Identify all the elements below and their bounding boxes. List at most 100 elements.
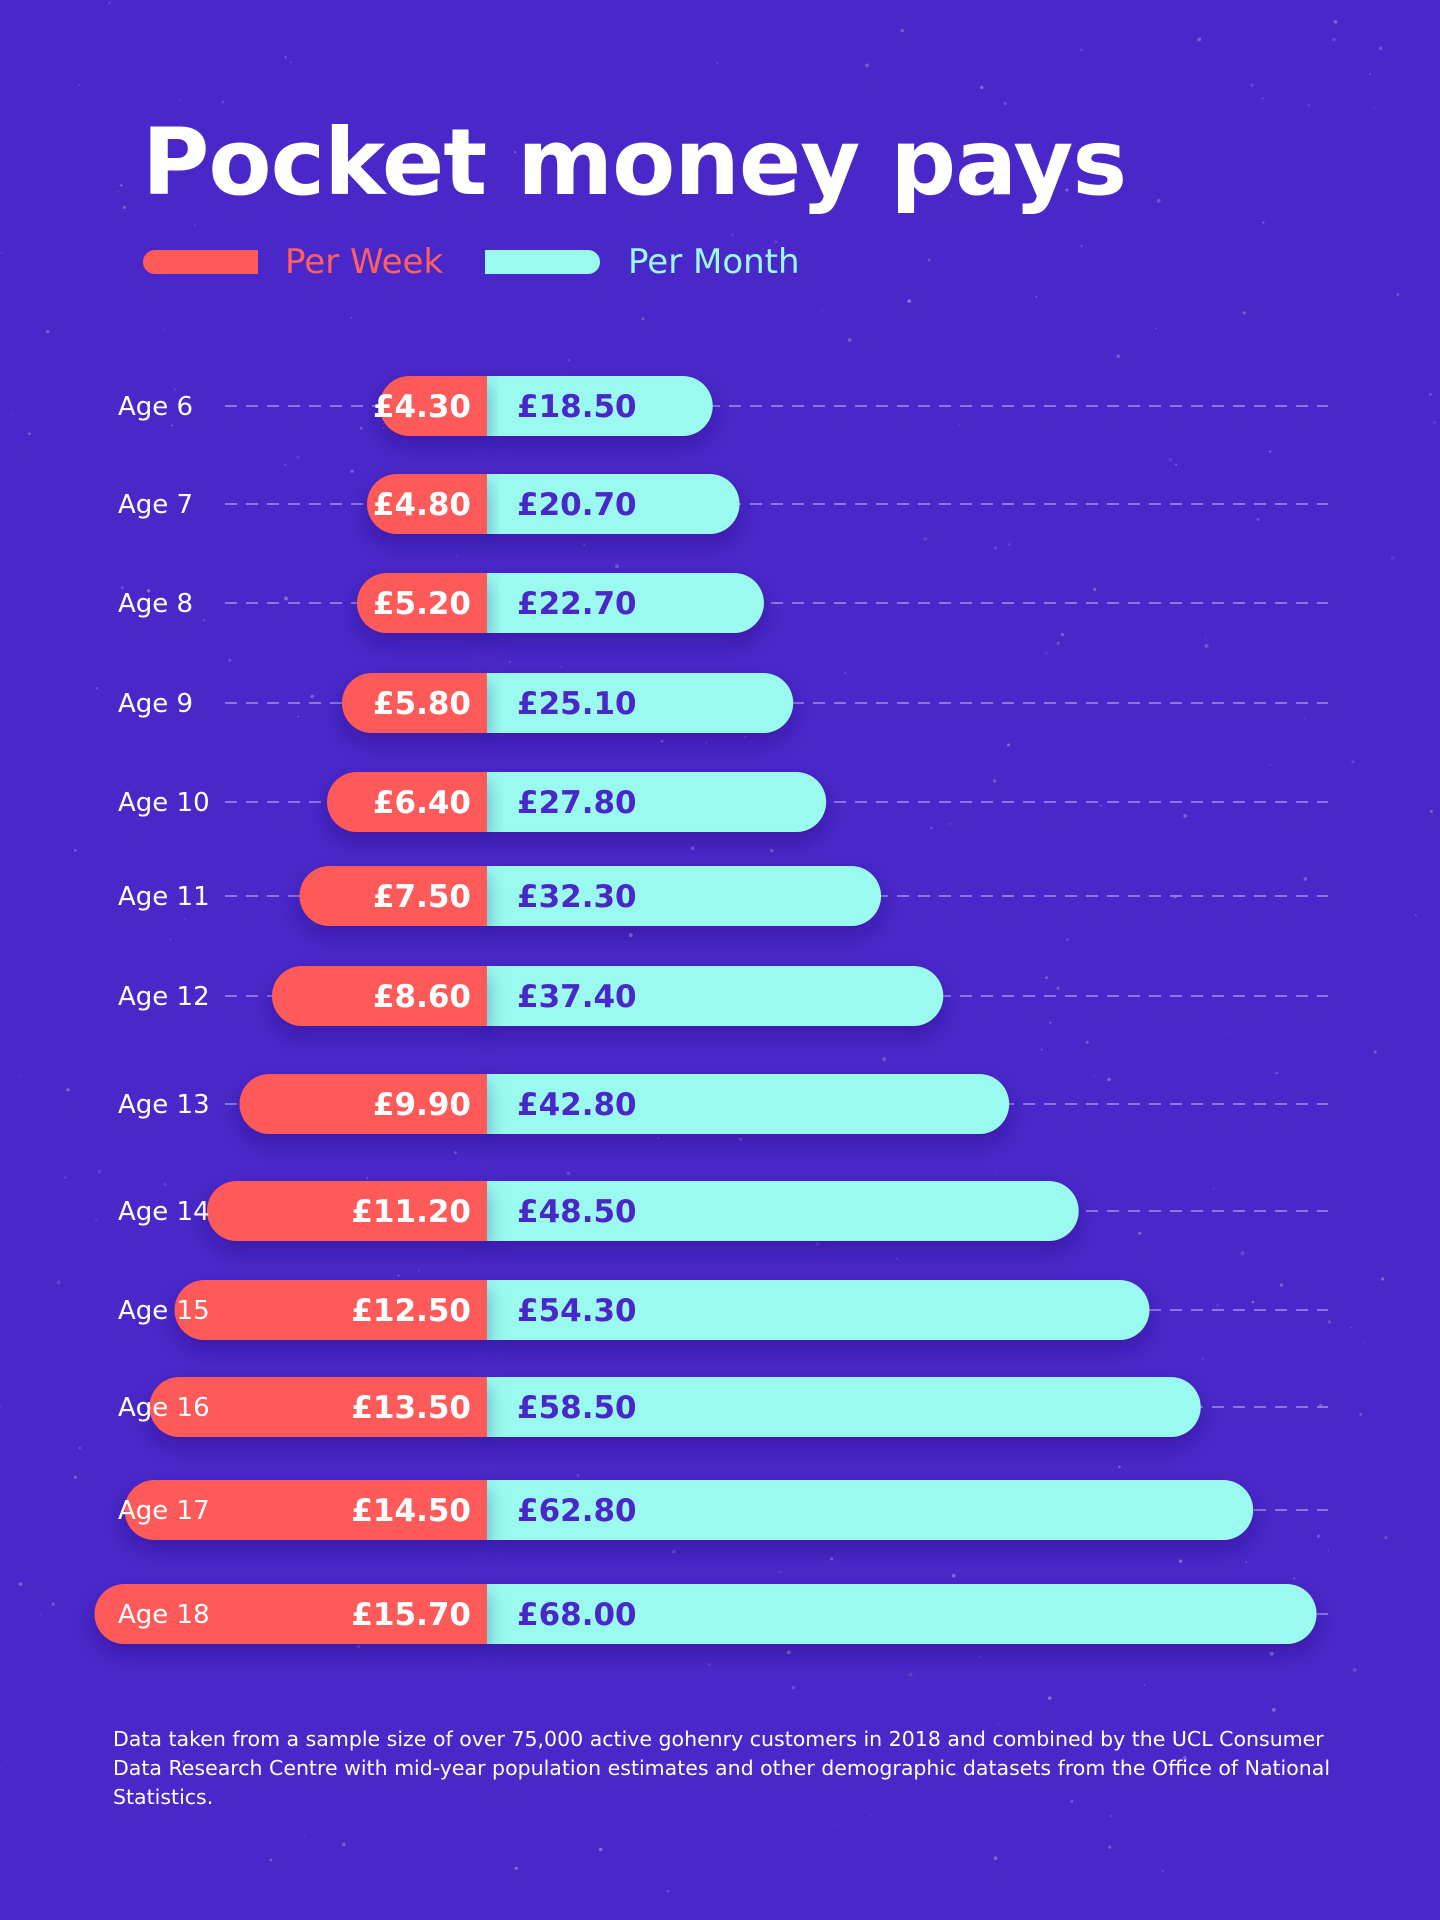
legend-swatch-per-week (143, 250, 258, 274)
speckle (1178, 1559, 1183, 1563)
per-week-value-label: £4.30 (373, 389, 471, 425)
speckle (1143, 1684, 1146, 1686)
per-month-value-label: £48.50 (517, 1194, 637, 1230)
speckle (1049, 1021, 1052, 1024)
speckle (716, 62, 719, 64)
speckle (121, 586, 124, 590)
speckle (830, 1557, 834, 1561)
age-label: Age 10 (118, 788, 210, 818)
per-week-value-label: £14.50 (351, 1493, 471, 1529)
speckle (1304, 717, 1307, 720)
speckle (672, 1550, 676, 1554)
speckle (815, 1241, 820, 1246)
speckle (284, 596, 288, 601)
speckle (1118, 1465, 1121, 1469)
speckle (1374, 107, 1376, 110)
speckle (78, 84, 80, 86)
speckle (146, 589, 151, 593)
speckle (1044, 651, 1048, 655)
bar-per-month (487, 1377, 1201, 1437)
speckle (359, 426, 363, 430)
speckle (1108, 1845, 1112, 1849)
speckle (739, 1137, 743, 1141)
speckle (1216, 1303, 1220, 1307)
per-week-value-label: £15.70 (351, 1597, 471, 1633)
speckle (1245, 1560, 1248, 1563)
speckle (1155, 328, 1157, 330)
per-week-value-label: £5.20 (373, 586, 471, 622)
speckle (1056, 986, 1060, 990)
speckle (1093, 588, 1097, 591)
speckle (896, 1257, 898, 1260)
speckle (1138, 1231, 1142, 1235)
speckle (266, 1016, 268, 1019)
speckle (12, 413, 14, 415)
speckle (60, 444, 63, 446)
speckle (221, 100, 225, 104)
speckle (1056, 641, 1060, 645)
speckle (598, 1847, 603, 1852)
per-week-value-label: £4.80 (373, 487, 471, 523)
speckle (66, 1088, 70, 1092)
bar-per-month (487, 772, 827, 832)
per-month-value-label: £37.40 (517, 979, 637, 1015)
speckle (707, 1662, 711, 1667)
age-label: Age 16 (118, 1393, 210, 1423)
speckle (122, 205, 127, 210)
speckle (202, 619, 206, 622)
speckle (1271, 1708, 1276, 1712)
speckle (949, 823, 951, 825)
per-month-value-label: £68.00 (517, 1597, 637, 1633)
speckle (356, 1644, 361, 1649)
speckle (509, 660, 511, 663)
speckle (170, 424, 174, 427)
bar-per-week (239, 1074, 487, 1134)
speckle (1007, 743, 1011, 747)
age-label: Age 6 (118, 392, 193, 422)
speckle (1242, 311, 1246, 315)
speckle (950, 195, 953, 197)
speckle (228, 658, 232, 662)
speckle (1109, 1814, 1113, 1818)
speckle (1204, 637, 1207, 639)
speckle (382, 426, 385, 429)
speckle (73, 1475, 77, 1479)
speckle (56, 1280, 61, 1285)
speckle (1359, 1413, 1363, 1416)
speckle (691, 846, 695, 850)
per-week-value-label: £12.50 (351, 1293, 471, 1329)
per-week-value-label: £9.90 (373, 1087, 471, 1123)
speckle (297, 715, 300, 718)
speckle (958, 424, 961, 427)
speckle (657, 1137, 659, 1140)
speckle (791, 1685, 796, 1690)
bar-per-month (487, 376, 713, 436)
speckle (847, 338, 852, 342)
legend-swatch-per-month (485, 250, 600, 274)
speckle (95, 686, 99, 690)
speckle (1045, 1741, 1049, 1745)
speckle (1070, 1800, 1074, 1803)
speckle (615, 564, 619, 569)
bar-per-week (149, 1377, 487, 1437)
speckle (577, 1741, 582, 1746)
speckle (992, 779, 997, 783)
legend-label-per-week: Per Week (285, 242, 444, 282)
speckle (269, 1858, 273, 1862)
age-label: Age 15 (118, 1296, 210, 1326)
per-week-value-label: £5.80 (373, 686, 471, 722)
age-label: Age 11 (118, 882, 210, 912)
per-week-value-label: £11.20 (351, 1194, 471, 1230)
speckle (1363, 1342, 1365, 1345)
speckle (769, 848, 774, 853)
age-label: Age 9 (118, 689, 193, 719)
bar-per-week (94, 1584, 487, 1644)
speckle (1384, 1536, 1388, 1540)
page-title: Pocket money pays (142, 109, 1127, 216)
bar-per-week (207, 1181, 487, 1241)
speckle (1332, 37, 1336, 42)
speckle (1080, 244, 1083, 247)
speckle (1174, 463, 1178, 466)
speckle (882, 1057, 887, 1062)
speckle (559, 665, 562, 669)
